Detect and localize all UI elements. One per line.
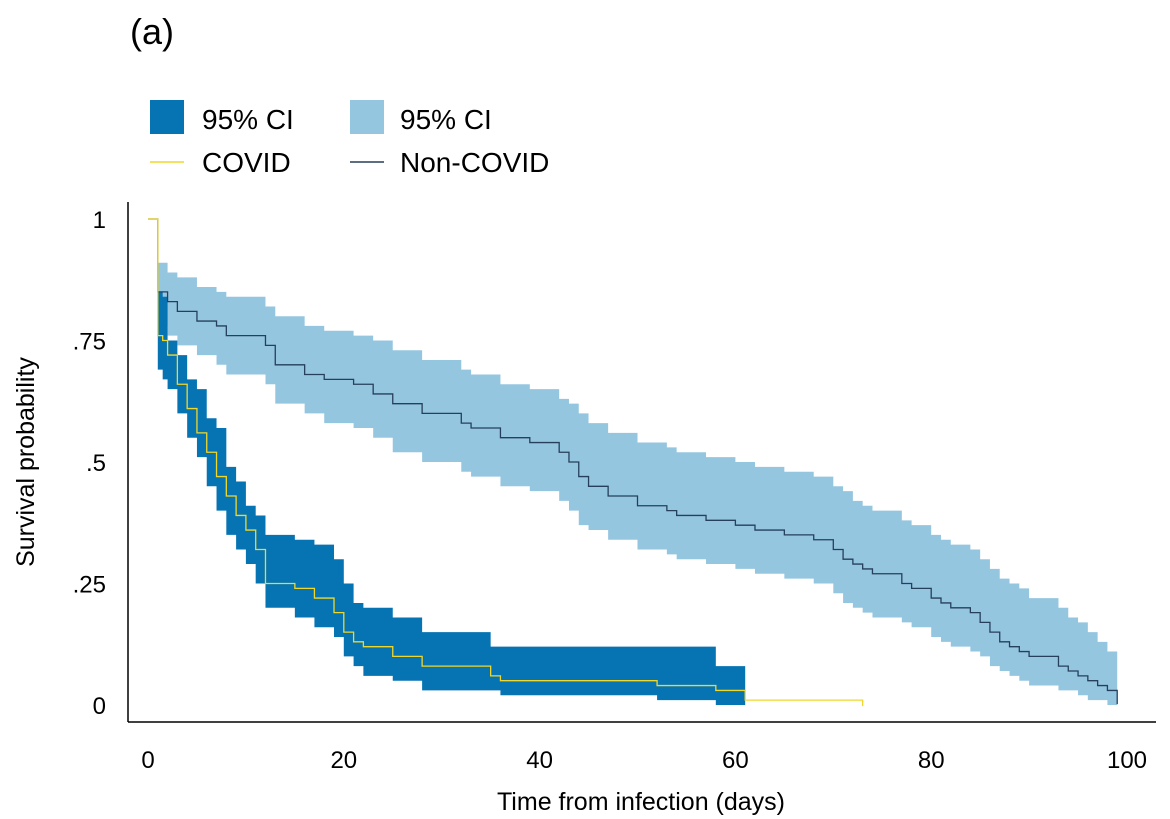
plot-area — [148, 218, 1118, 707]
legend-label-noncovid: Non-COVID — [400, 147, 549, 178]
legend-label-covid-ci: 95% CI — [202, 104, 294, 135]
covid-survival-line — [148, 218, 864, 707]
y-axis-title: Survival probability — [12, 357, 40, 567]
legend-swatch-noncovid-ci — [350, 100, 384, 134]
y-tick-label: .25 — [73, 572, 106, 599]
x-tick-label: 60 — [722, 747, 749, 774]
legend-swatch-covid-ci — [150, 100, 184, 134]
x-tick-label: 20 — [330, 747, 357, 774]
y-axis-ticks: 0 .25 .5 .75 1 — [73, 207, 106, 720]
noncovid-survival-line — [148, 218, 1118, 705]
y-tick-label: 1 — [93, 207, 106, 234]
legend-label-covid: COVID — [202, 147, 291, 178]
x-axis-title: Time from infection (days) — [497, 788, 785, 816]
panel-label: (a) — [130, 11, 174, 52]
y-tick-label: .75 — [73, 329, 106, 356]
x-axis-ticks: 0 20 40 60 80 100 — [141, 747, 1147, 774]
x-tick-label: 100 — [1107, 747, 1147, 774]
x-tick-label: 0 — [141, 747, 154, 774]
y-tick-label: .5 — [86, 450, 106, 477]
legend-label-noncovid-ci: 95% CI — [400, 104, 492, 135]
noncovid-ci-band — [157, 262, 1118, 705]
x-tick-label: 80 — [918, 747, 945, 774]
legend: 95% CI 95% CI COVID Non-COVID — [150, 100, 549, 178]
x-tick-label: 40 — [526, 747, 553, 774]
y-tick-label: 0 — [93, 693, 106, 720]
covid-ci-band — [157, 291, 746, 705]
